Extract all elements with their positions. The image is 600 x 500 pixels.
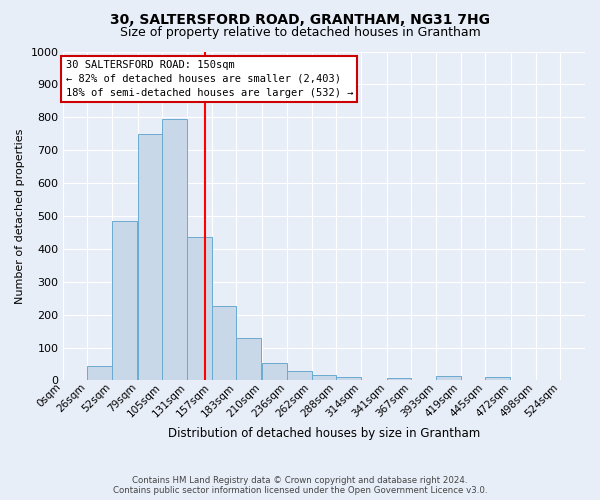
Bar (138, 134, 163, 380)
Text: Contains HM Land Registry data © Crown copyright and database right 2024.
Contai: Contains HM Land Registry data © Crown c… (113, 476, 487, 495)
Y-axis label: Number of detached properties: Number of detached properties (15, 128, 25, 304)
Bar (163, 119, 187, 380)
Bar (311, 375, 336, 380)
Bar (262, 364, 287, 380)
Text: Size of property relative to detached houses in Grantham: Size of property relative to detached ho… (119, 26, 481, 39)
Bar (187, 238, 212, 380)
Bar (212, 306, 236, 380)
Bar (436, 376, 461, 380)
Bar (236, 338, 261, 380)
Bar (88, 366, 112, 380)
Bar (112, 221, 137, 380)
Text: 30, SALTERSFORD ROAD, GRANTHAM, NG31 7HG: 30, SALTERSFORD ROAD, GRANTHAM, NG31 7HG (110, 12, 490, 26)
Bar (485, 377, 510, 380)
Bar (336, 377, 361, 380)
Bar (287, 370, 311, 380)
X-axis label: Distribution of detached houses by size in Grantham: Distribution of detached houses by size … (168, 427, 480, 440)
Bar (386, 378, 411, 380)
Text: 30 SALTERSFORD ROAD: 150sqm
← 82% of detached houses are smaller (2,403)
18% of : 30 SALTERSFORD ROAD: 150sqm ← 82% of det… (65, 60, 353, 98)
